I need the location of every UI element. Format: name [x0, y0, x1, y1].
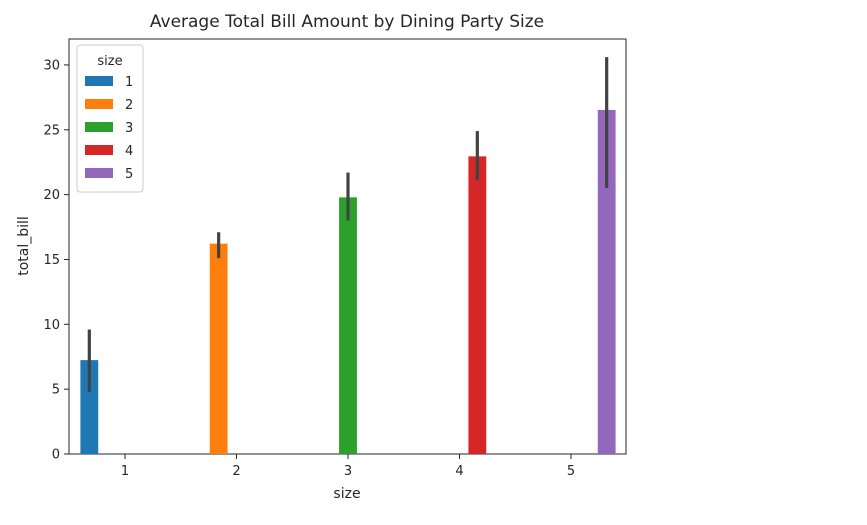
y-axis-label: total_bill: [16, 216, 32, 276]
y-tick-label: 0: [52, 448, 60, 463]
legend-swatch-1: [85, 76, 113, 86]
y-tick-label: 10: [43, 318, 60, 333]
legend-label-3: 3: [125, 121, 133, 136]
x-tick-label: 3: [344, 464, 352, 479]
y-tick-label: 25: [43, 123, 60, 138]
y-tick-label: 30: [43, 58, 60, 73]
legend-swatch-2: [85, 99, 113, 109]
legend-title: size: [97, 54, 122, 69]
bar-size-3: [339, 197, 357, 454]
legend-label-5: 5: [125, 167, 133, 182]
error-bars-group: [87, 57, 609, 392]
legend-label-1: 1: [125, 75, 133, 90]
legend: size 1 2 3 4 5: [76, 44, 144, 193]
x-tick-label: 2: [232, 464, 240, 479]
legend-swatch-3: [85, 122, 113, 132]
x-tick-label: 1: [121, 464, 129, 479]
y-tick-label: 20: [43, 188, 60, 203]
y-tick-label: 5: [52, 383, 60, 398]
bar-size-1: [80, 360, 99, 454]
legend-label-4: 4: [125, 144, 133, 159]
x-tick-label: 4: [455, 464, 463, 479]
chart-title: Average Total Bill Amount by Dining Part…: [150, 12, 544, 32]
x-axis: 1 2 3 4 5: [121, 454, 575, 479]
bar-size-2: [209, 243, 228, 454]
legend-swatch-5: [85, 168, 113, 178]
bar-size-4: [468, 156, 487, 454]
legend-swatch-4: [85, 145, 113, 155]
x-axis-label: size: [333, 486, 360, 502]
y-tick-label: 15: [43, 253, 60, 268]
bar-size-5: [597, 109, 616, 455]
bars-group: [80, 109, 616, 455]
y-axis: 0 5 10 15 20 25 30: [43, 58, 69, 463]
x-tick-label: 5: [567, 464, 575, 479]
legend-label-2: 2: [125, 98, 133, 113]
